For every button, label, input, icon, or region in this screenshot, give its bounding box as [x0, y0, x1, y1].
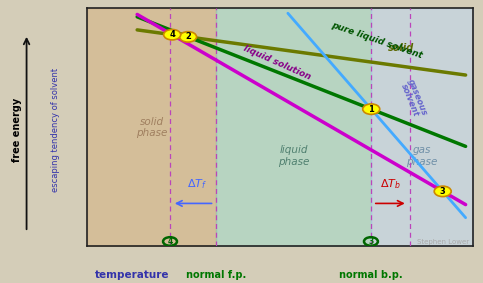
Circle shape: [180, 32, 197, 42]
Text: solid: solid: [388, 43, 414, 53]
Text: 4: 4: [168, 237, 172, 246]
Text: temperature: temperature: [95, 270, 169, 280]
Text: liquid
phase: liquid phase: [278, 145, 309, 167]
Text: free energy: free energy: [12, 98, 22, 162]
Text: solid
phase: solid phase: [136, 117, 167, 138]
Text: escaping tendency of solvent: escaping tendency of solvent: [51, 68, 60, 192]
Text: 3: 3: [369, 237, 373, 246]
Text: liquid solution: liquid solution: [242, 44, 312, 82]
Text: $\Delta T_b$: $\Delta T_b$: [380, 177, 401, 190]
Text: Stephen Lower: Stephen Lower: [417, 239, 469, 245]
Circle shape: [164, 29, 181, 40]
Text: pure liquid solvent: pure liquid solvent: [330, 21, 424, 60]
Text: $\Delta T_f$: $\Delta T_f$: [187, 177, 207, 190]
Text: 2: 2: [185, 32, 191, 41]
Text: 4: 4: [169, 30, 175, 39]
Circle shape: [434, 186, 451, 197]
Text: 1: 1: [369, 105, 374, 114]
Circle shape: [363, 104, 380, 114]
Text: gas
phase: gas phase: [407, 145, 438, 167]
Text: normal f.p.: normal f.p.: [186, 270, 246, 280]
Text: gaseous
solvent: gaseous solvent: [398, 78, 429, 120]
Text: 3: 3: [440, 187, 446, 196]
Text: normal b.p.: normal b.p.: [339, 270, 403, 280]
